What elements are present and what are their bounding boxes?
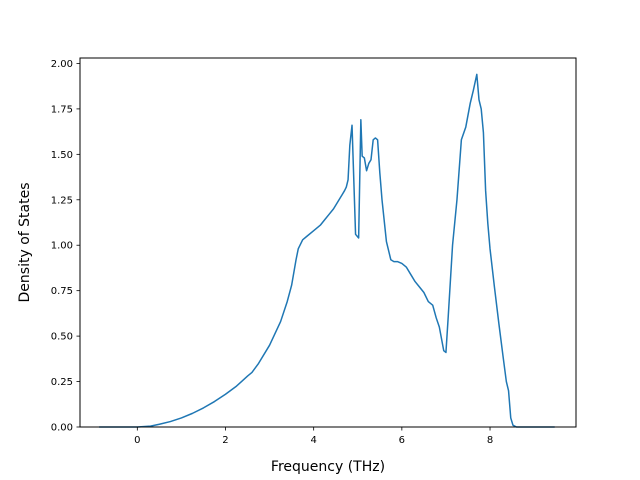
x-axis-label: Frequency (THz) <box>271 459 385 475</box>
x-tick-label: 0 <box>134 435 140 446</box>
y-tick-label: 0.75 <box>51 286 73 297</box>
plot-frame <box>79 57 577 428</box>
x-tick-label: 4 <box>310 435 316 446</box>
y-tick-label: 0.50 <box>51 332 73 343</box>
x-tick-label: 2 <box>222 435 228 446</box>
x-tick-label: 8 <box>487 435 493 446</box>
y-tick-label: 0.00 <box>51 423 73 434</box>
y-tick-label: 0.25 <box>51 377 73 388</box>
x-axis-ticks: 0 2 4 6 8 <box>134 427 493 446</box>
y-tick-label: 2.00 <box>51 59 73 70</box>
y-tick-label: 1.50 <box>51 150 73 161</box>
series-line-0 <box>99 73 555 428</box>
y-tick-label: 1.25 <box>51 195 73 206</box>
chart-marks <box>99 73 555 428</box>
y-axis-label: Density of States <box>17 183 33 303</box>
x-tick-label: 6 <box>399 435 405 446</box>
y-tick-label: 1.75 <box>51 104 73 115</box>
y-axis-ticks: 0.00 0.25 0.50 0.75 1.00 1.25 1.50 1.75 2.00 <box>51 59 80 434</box>
y-tick-label: 1.00 <box>51 241 73 252</box>
